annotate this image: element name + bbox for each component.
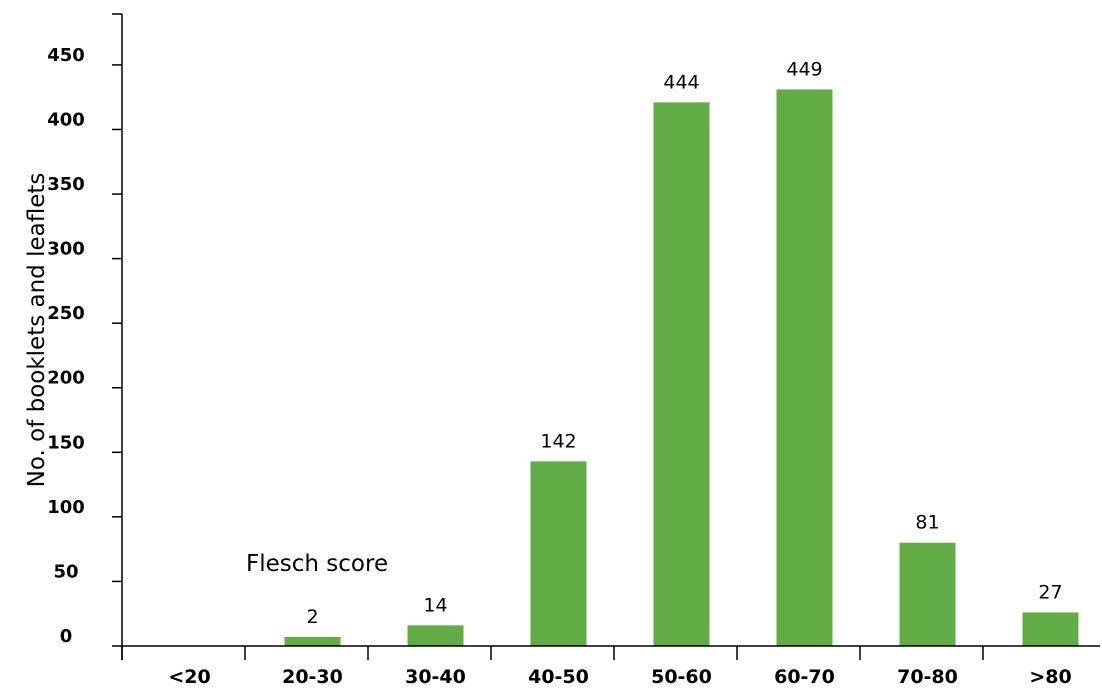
x-axis-ticks: <20 20-30 30-40 40-50 50-60 60-70 70-80 >80	[121, 646, 1072, 688]
annotation-flesch-score: Flesch score	[246, 551, 388, 577]
y-tick-label: 0	[60, 626, 73, 647]
y-axis-title: No. of booklets and leaflets	[24, 173, 50, 488]
bar	[530, 461, 587, 646]
y-axis-ticks: 0 50 100 150 200 250 300 350 400 450	[47, 13, 122, 647]
y-tick-label: 300	[47, 239, 85, 260]
y-tick-label: 400	[47, 109, 85, 130]
bar-value-label: 444	[663, 71, 699, 93]
bar	[899, 542, 956, 646]
bar-value-label: 81	[915, 512, 939, 534]
data-labels: 2 14 142 444 449 81 27	[306, 58, 1062, 628]
bar	[1022, 612, 1079, 646]
bar-value-label: 27	[1038, 581, 1062, 603]
x-tick-label: 70-80	[897, 666, 958, 688]
x-tick-label: <20	[168, 666, 210, 688]
x-tick-label: 50-60	[651, 666, 712, 688]
bar-value-label: 2	[306, 606, 318, 628]
y-tick-label: 100	[47, 497, 85, 518]
y-tick-label: 350	[47, 174, 85, 195]
x-tick-label: >80	[1029, 666, 1071, 688]
bar	[776, 89, 833, 646]
bar	[407, 625, 464, 646]
bar-value-label: 142	[540, 430, 576, 452]
y-tick-label: 200	[47, 368, 85, 389]
x-tick-label: 20-30	[282, 666, 343, 688]
y-tick-label: 150	[47, 432, 85, 453]
bar-value-label: 14	[423, 594, 447, 616]
x-tick-label: 60-70	[774, 666, 835, 688]
y-tick-label: 250	[47, 303, 85, 324]
y-tick-label: 50	[53, 561, 78, 582]
x-tick-label: 30-40	[405, 666, 466, 688]
bar	[653, 102, 710, 647]
bar	[284, 636, 341, 646]
bars	[284, 89, 1079, 647]
bar-value-label: 449	[786, 58, 822, 80]
y-tick-label: 450	[47, 45, 85, 66]
x-tick-label: 40-50	[528, 666, 589, 688]
